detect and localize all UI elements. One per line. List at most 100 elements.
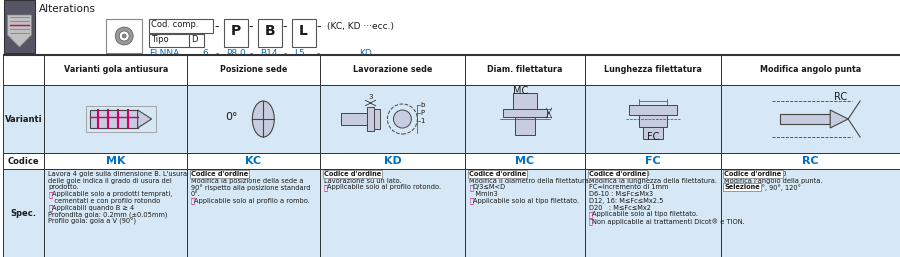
Bar bbox=[585, 55, 721, 85]
Text: 1: 1 bbox=[420, 118, 425, 124]
Text: 0°.: 0°. bbox=[191, 191, 201, 197]
Text: RC: RC bbox=[833, 92, 847, 102]
Bar bbox=[721, 153, 900, 169]
Bar bbox=[44, 169, 187, 257]
Text: RC60: RC60 bbox=[767, 171, 787, 177]
Bar bbox=[465, 55, 585, 85]
Bar bbox=[320, 153, 465, 169]
Text: RC: RC bbox=[802, 156, 819, 166]
Text: -: - bbox=[317, 21, 321, 33]
Bar bbox=[643, 127, 662, 139]
Bar bbox=[721, 85, 900, 153]
Text: Applicabile solo a prodotti temprati,: Applicabile solo a prodotti temprati, bbox=[52, 191, 172, 197]
Text: Codice d'ordine: Codice d'ordine bbox=[191, 171, 248, 177]
Text: MC: MC bbox=[516, 156, 535, 166]
Bar bbox=[374, 109, 381, 129]
Text: P8.0: P8.0 bbox=[226, 49, 246, 58]
Bar bbox=[3, 169, 44, 257]
Text: 0°: 0° bbox=[225, 112, 238, 122]
Ellipse shape bbox=[115, 27, 133, 45]
Polygon shape bbox=[7, 15, 32, 47]
Text: MC: MC bbox=[513, 86, 528, 96]
Bar bbox=[224, 19, 248, 47]
Text: Codice d'ordine: Codice d'ordine bbox=[724, 171, 782, 177]
Bar bbox=[585, 85, 721, 153]
Text: 3: 3 bbox=[368, 94, 373, 100]
Text: ⓐ: ⓐ bbox=[191, 198, 195, 205]
Bar bbox=[515, 117, 535, 135]
Bar bbox=[366, 107, 374, 131]
Bar bbox=[3, 0, 900, 55]
Text: MC8: MC8 bbox=[512, 171, 528, 177]
Polygon shape bbox=[138, 110, 151, 128]
Bar bbox=[44, 153, 187, 169]
Bar bbox=[639, 115, 667, 127]
Text: -: - bbox=[215, 49, 219, 58]
Text: D/3≤M<D: D/3≤M<D bbox=[472, 185, 506, 190]
Text: B14: B14 bbox=[260, 49, 277, 58]
Text: ⓐ: ⓐ bbox=[49, 191, 52, 198]
Text: Codice d'ordine: Codice d'ordine bbox=[589, 171, 646, 177]
Text: Profilo gola: gola a V (90°): Profilo gola: gola a V (90°) bbox=[49, 218, 137, 225]
Text: ⓐ: ⓐ bbox=[324, 185, 328, 191]
Text: D20   : M≤Fc≤Mx2: D20 : M≤Fc≤Mx2 bbox=[589, 205, 651, 210]
Bar bbox=[4, 0, 35, 53]
Text: Codice d'ordine: Codice d'ordine bbox=[324, 171, 381, 177]
Text: -: - bbox=[249, 49, 253, 58]
Text: KD: KD bbox=[366, 171, 377, 177]
Text: 90° rispetto alla posizione standard: 90° rispetto alla posizione standard bbox=[191, 185, 310, 191]
Bar bbox=[585, 169, 721, 257]
Bar bbox=[257, 19, 282, 47]
Text: -: - bbox=[215, 21, 220, 33]
Bar bbox=[585, 153, 721, 169]
Bar bbox=[149, 34, 189, 47]
Text: Varianti: Varianti bbox=[4, 115, 42, 124]
Text: ⓒ: ⓒ bbox=[589, 218, 593, 225]
Text: Lavora 4 gole sulla dimensione B. L'usura: Lavora 4 gole sulla dimensione B. L'usur… bbox=[49, 171, 187, 177]
Text: KC: KC bbox=[246, 156, 261, 166]
Text: D6-10 : M≤Fc≤Mx3: D6-10 : M≤Fc≤Mx3 bbox=[589, 191, 653, 197]
Text: L: L bbox=[299, 24, 308, 38]
Text: Spec.: Spec. bbox=[11, 208, 37, 217]
Bar bbox=[503, 109, 547, 117]
Text: FC: FC bbox=[646, 132, 659, 142]
Text: Varianti gola antiusura: Varianti gola antiusura bbox=[64, 66, 168, 75]
Bar bbox=[320, 85, 465, 153]
Bar bbox=[187, 169, 320, 257]
Ellipse shape bbox=[393, 110, 411, 128]
Bar bbox=[320, 169, 465, 257]
Text: Non applicabile ai trattamenti Dicot® e TION.: Non applicabile ai trattamenti Dicot® e … bbox=[592, 218, 745, 225]
Text: delle gole indica il grado di usura del: delle gole indica il grado di usura del bbox=[49, 178, 172, 184]
Bar bbox=[3, 153, 44, 169]
Text: Mmin3: Mmin3 bbox=[469, 191, 498, 197]
Text: cementati e con profilo rotondo: cementati e con profilo rotondo bbox=[49, 198, 161, 204]
Text: 6: 6 bbox=[202, 49, 208, 58]
Bar bbox=[189, 34, 204, 47]
Text: Modifica la lunghezza della filettatura.: Modifica la lunghezza della filettatura. bbox=[589, 178, 717, 184]
Text: Tipo: Tipo bbox=[151, 35, 168, 44]
Ellipse shape bbox=[387, 104, 418, 134]
Text: Alterations: Alterations bbox=[39, 4, 95, 14]
Text: KC: KC bbox=[233, 171, 244, 177]
Text: Lunghezza filettatura: Lunghezza filettatura bbox=[604, 66, 702, 75]
Bar bbox=[187, 85, 320, 153]
Bar bbox=[149, 19, 213, 33]
Bar bbox=[465, 153, 585, 169]
Text: Cod. comp.: Cod. comp. bbox=[151, 20, 199, 29]
Text: Lavorazione sede: Lavorazione sede bbox=[353, 66, 432, 75]
Text: Applicabile solo al tipo filettato.: Applicabile solo al tipo filettato. bbox=[592, 211, 698, 217]
Text: P: P bbox=[230, 24, 241, 38]
Bar bbox=[44, 85, 187, 153]
Bar bbox=[465, 85, 585, 153]
Text: ELNNA: ELNNA bbox=[149, 49, 179, 58]
Text: ⓙ: ⓙ bbox=[469, 185, 473, 191]
Text: Applicabile solo al tipo filettato.: Applicabile solo al tipo filettato. bbox=[472, 198, 579, 204]
Text: ⓑ: ⓑ bbox=[49, 205, 52, 211]
Text: Profondita gola: 0.2mm (±0.05mm): Profondita gola: 0.2mm (±0.05mm) bbox=[49, 211, 168, 218]
Text: Modifica angolo punta: Modifica angolo punta bbox=[760, 66, 861, 75]
Bar bbox=[3, 55, 44, 85]
Polygon shape bbox=[830, 110, 848, 128]
Bar bbox=[292, 19, 316, 47]
Text: ⓐ: ⓐ bbox=[589, 211, 593, 218]
Bar bbox=[90, 110, 138, 128]
